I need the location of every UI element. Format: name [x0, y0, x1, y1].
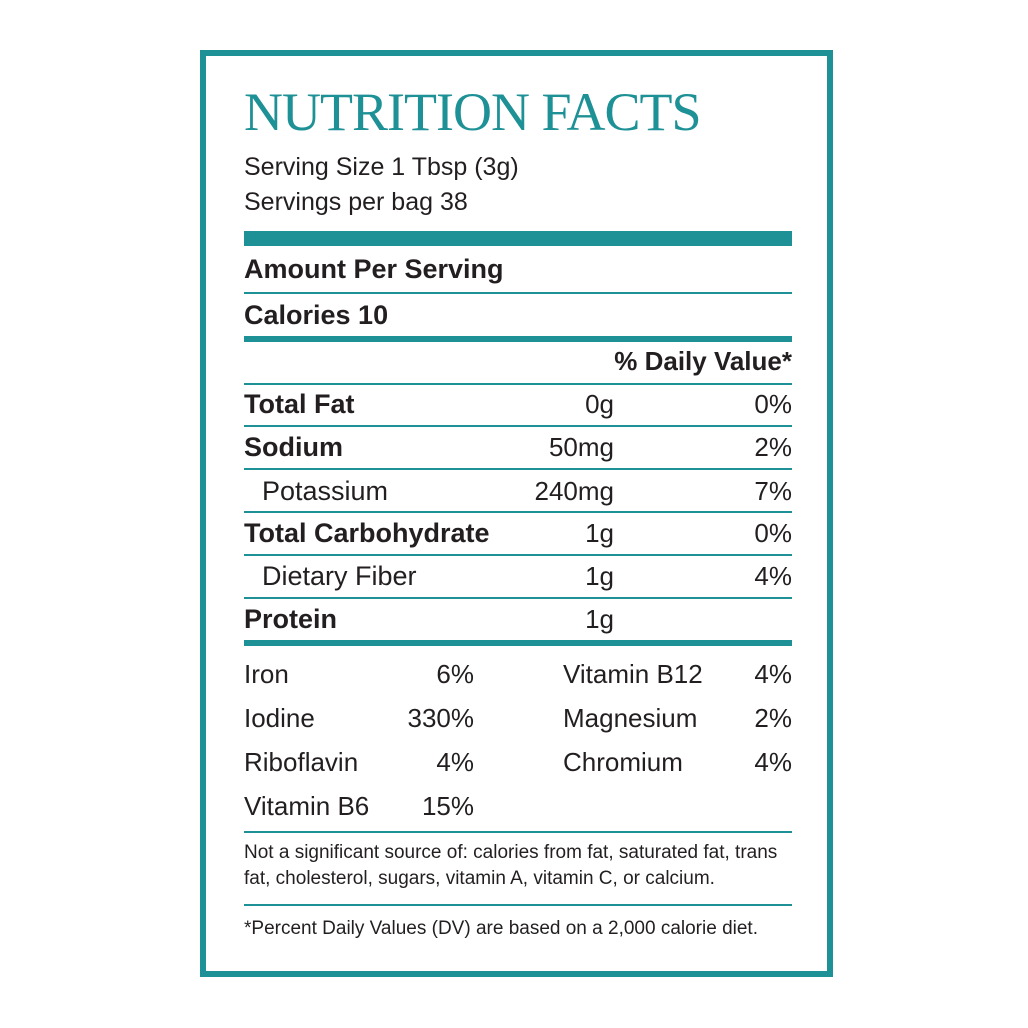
vitamin-name: Vitamin B6 — [244, 791, 370, 821]
vitamin-value: 4% — [754, 747, 792, 777]
nutrient-amount: 0g — [585, 389, 614, 419]
nutrient-dv: 7% — [754, 476, 792, 506]
nutrient-amount: 50mg — [548, 432, 614, 462]
nutrient-name: Dietary Fiber — [262, 561, 417, 591]
vitamin-name: Iodine — [244, 703, 315, 733]
divider — [244, 554, 792, 556]
vitamin-name: Iron — [244, 659, 289, 689]
nutrient-dv: 4% — [754, 561, 792, 591]
nutrient-name: Total Carbohydrate — [244, 518, 490, 548]
serving-size: Serving Size 1 Tbsp (3g) — [244, 153, 519, 181]
nutrient-name: Total Fat — [244, 389, 355, 419]
nutrient-amount: 240mg — [534, 476, 615, 506]
divider — [244, 425, 792, 427]
nutrition-label-panel: NUTRITION FACTS Serving Size 1 Tbsp (3g)… — [200, 50, 833, 977]
vitamin-value: 6% — [436, 659, 474, 689]
daily-value-footnote: *Percent Daily Values (DV) are based on … — [244, 918, 758, 939]
divider — [244, 904, 792, 906]
vitamin-value: 2% — [754, 703, 792, 733]
divider — [244, 383, 792, 385]
vitamin-name: Magnesium — [563, 703, 698, 733]
medium-divider — [244, 336, 792, 342]
amount-per-serving: Amount Per Serving — [244, 254, 504, 284]
label-title: NUTRITION FACTS — [244, 82, 701, 142]
vitamin-value: 15% — [421, 791, 474, 821]
nutrient-dv: 0% — [754, 518, 792, 548]
vitamin-name: Riboflavin — [244, 747, 359, 777]
vitamin-value: 330% — [407, 703, 475, 733]
divider — [244, 831, 792, 833]
calories: Calories 10 — [244, 300, 389, 330]
vitamin-value: 4% — [436, 747, 474, 777]
divider — [244, 597, 792, 599]
vitamin-value: 4% — [754, 659, 792, 689]
daily-value-header: % Daily Value* — [614, 346, 792, 376]
vitamin-name: Vitamin B12 — [563, 659, 703, 689]
nutrient-name: Protein — [244, 604, 338, 634]
nutrient-name: Sodium — [244, 432, 343, 462]
nutrient-amount: 1g — [585, 518, 614, 548]
divider — [244, 292, 792, 294]
nutrient-name: Potassium — [262, 476, 389, 506]
nutrient-dv: 2% — [754, 432, 792, 462]
servings-per-bag: Servings per bag 38 — [244, 188, 468, 216]
divider — [244, 511, 792, 513]
medium-divider — [244, 640, 792, 646]
nutrient-amount: 1g — [585, 561, 614, 591]
nutrient-dv: 0% — [754, 389, 792, 419]
not-significant-source-note: Not a significant source of: calories fr… — [244, 842, 778, 889]
vitamin-name: Chromium — [563, 747, 683, 777]
nutrient-amount: 1g — [585, 604, 614, 634]
divider — [244, 468, 792, 470]
thick-divider-top — [244, 231, 792, 246]
